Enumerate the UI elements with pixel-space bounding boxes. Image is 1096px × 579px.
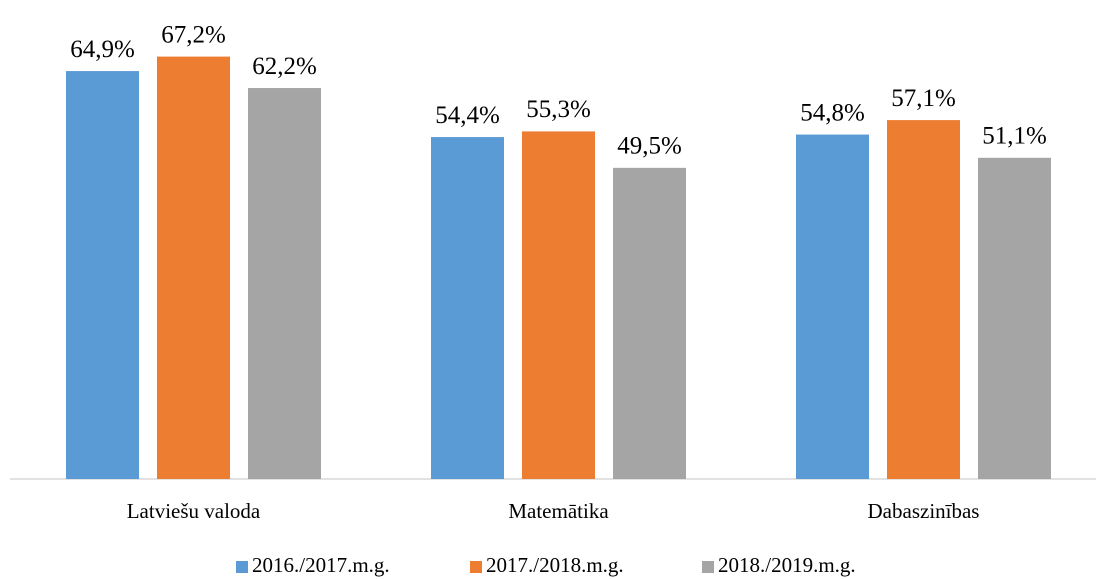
bar	[613, 167, 686, 479]
bar	[887, 120, 960, 479]
data-label: 57,1%	[891, 85, 956, 112]
bar	[248, 88, 321, 480]
data-label: 54,4%	[435, 102, 500, 129]
data-label: 54,8%	[800, 99, 865, 126]
legend-label: 2018./2019.m.g.	[718, 553, 856, 577]
data-label: 62,2%	[252, 53, 317, 80]
x-tick-label: Dabaszinības	[868, 499, 980, 523]
bar	[431, 137, 504, 480]
data-label: 49,5%	[617, 133, 682, 160]
legend-label: 2017./2018.m.g.	[486, 553, 624, 577]
bar	[796, 134, 869, 480]
bar	[66, 71, 139, 480]
legend-swatch	[470, 561, 482, 573]
bar	[157, 56, 230, 479]
bar	[522, 131, 595, 479]
x-tick-label: Latviešu valoda	[127, 499, 261, 523]
legend-swatch	[702, 561, 714, 573]
data-label: 55,3%	[526, 96, 591, 123]
legend-swatch	[236, 561, 248, 573]
data-label: 51,1%	[982, 123, 1047, 150]
bar	[978, 157, 1051, 480]
data-label: 67,2%	[161, 21, 226, 48]
data-label: 64,9%	[70, 36, 135, 63]
x-tick-label: Matemātika	[508, 499, 609, 523]
legend-label: 2016./2017.m.g.	[252, 553, 390, 577]
